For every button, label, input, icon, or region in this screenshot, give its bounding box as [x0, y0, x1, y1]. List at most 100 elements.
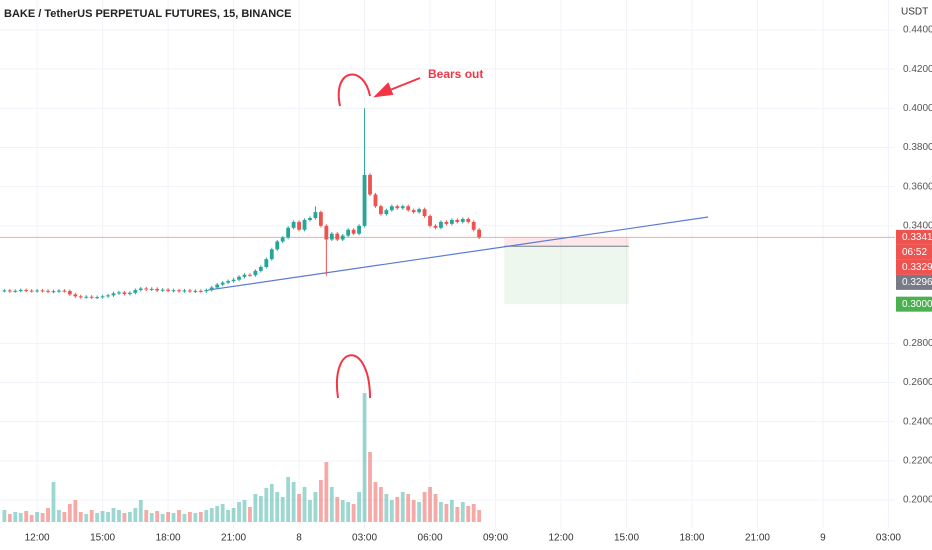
volume-bar	[67, 504, 72, 522]
volume-bar	[264, 488, 269, 522]
candle-body	[280, 237, 285, 242]
volume-bar	[133, 508, 138, 522]
x-tick-label: 21:00	[221, 533, 246, 544]
volume-bar	[117, 510, 121, 522]
candle-body	[182, 290, 187, 292]
candle-body	[111, 293, 116, 296]
candle-body	[346, 229, 351, 236]
x-tick-label: 03:00	[876, 533, 901, 544]
candle-body	[269, 249, 274, 260]
candle-body	[149, 288, 154, 290]
volume-bar	[95, 513, 100, 522]
candle-body	[258, 266, 263, 271]
x-tick-label: 09:00	[483, 533, 508, 544]
volume-bar	[138, 500, 143, 522]
volume-bar	[351, 504, 356, 522]
candle-body	[411, 210, 416, 213]
volume-bar	[471, 504, 476, 522]
arc-mark	[337, 73, 371, 107]
volume-bar	[357, 492, 362, 522]
candle-body	[329, 233, 334, 240]
candle-body	[477, 229, 482, 238]
volume-bar	[280, 497, 285, 522]
candle-body	[379, 206, 383, 215]
volume-bar	[73, 500, 78, 522]
candle-body	[193, 290, 198, 292]
y-tick-label: 0.2600	[903, 377, 932, 388]
volume-bar	[395, 497, 400, 522]
candle-body	[51, 291, 56, 293]
volume-bar	[253, 494, 258, 522]
y-tick-label: 0.4200	[903, 64, 932, 75]
volume-bar	[389, 500, 394, 522]
volume-bar	[198, 512, 203, 522]
candle-body	[24, 290, 29, 292]
y-tick-label: 0.3600	[903, 181, 932, 192]
annotation: Bears out	[428, 67, 483, 81]
x-tick-label: 18:00	[679, 533, 704, 544]
volume-bar	[466, 506, 471, 522]
trendline	[207, 216, 709, 291]
price-tag-label: 06:52	[902, 247, 927, 258]
volume-bar	[269, 484, 274, 522]
volume-bar	[89, 510, 94, 522]
candle-body	[215, 284, 220, 288]
y-tick-label: 0.2200	[903, 455, 932, 466]
volume-bar	[215, 506, 220, 522]
x-tick-label: 03:00	[352, 533, 377, 544]
x-tick-label: 9	[820, 533, 826, 544]
volume-bar	[2, 510, 7, 522]
price-tag-label: 0.3000	[902, 299, 932, 310]
candle-body	[73, 294, 78, 297]
volume-bar	[231, 508, 236, 522]
volume-bar	[433, 494, 438, 522]
candle-body	[351, 229, 356, 234]
volume-bar	[428, 487, 432, 522]
candle-body	[84, 296, 89, 298]
y-tick-label: 0.4000	[903, 103, 932, 114]
candle-body	[204, 290, 209, 292]
volume-bar	[291, 482, 296, 522]
candle-body	[171, 290, 176, 292]
candle-body	[422, 209, 427, 217]
volume-bar	[220, 504, 225, 522]
volume-bar	[313, 492, 318, 522]
volume-bar	[57, 510, 61, 522]
volume-bar	[193, 513, 198, 522]
candle-body	[198, 290, 203, 292]
candle-body	[308, 218, 312, 220]
candle-body	[127, 292, 132, 294]
candle-body	[62, 290, 67, 292]
candle-body	[209, 287, 214, 291]
volume-bar	[226, 510, 231, 522]
candle-body	[35, 290, 40, 292]
candle-body	[78, 296, 83, 298]
candle-body	[264, 259, 269, 267]
candle-body	[400, 206, 405, 209]
x-tick-label: 15:00	[614, 533, 639, 544]
candle-body	[373, 194, 378, 207]
y-tick-label: 0.2000	[903, 495, 932, 506]
y-tick-label: 0.2800	[903, 338, 932, 349]
volume-bar	[7, 514, 12, 522]
volume-bar	[111, 508, 116, 522]
volume-bar	[302, 487, 307, 522]
volume-bar	[275, 492, 280, 522]
volume-bar	[242, 500, 247, 522]
volume-bar	[46, 508, 50, 522]
volume-bar	[171, 513, 176, 522]
y-tick-label: 0.3400	[903, 220, 932, 231]
volume-bar	[155, 511, 160, 522]
candle-body	[417, 209, 422, 213]
candle-body	[286, 227, 291, 238]
candle-body	[160, 289, 165, 291]
candle-body	[67, 291, 72, 295]
currency-label: USDT	[901, 7, 928, 18]
candle-body	[302, 219, 307, 230]
candle-body	[444, 221, 449, 224]
target-zone	[504, 246, 629, 305]
x-tick-label: 21:00	[745, 533, 770, 544]
volume-bar	[204, 510, 209, 522]
x-tick-label: 18:00	[156, 533, 181, 544]
candle-body	[40, 290, 45, 292]
